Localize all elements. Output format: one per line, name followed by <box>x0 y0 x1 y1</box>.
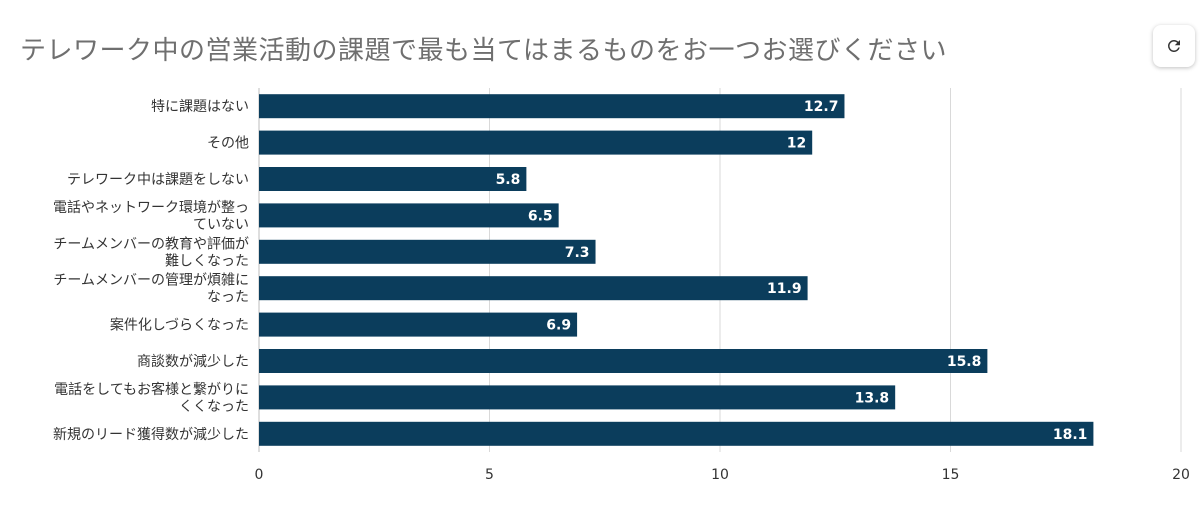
bar <box>259 203 559 228</box>
bar <box>259 130 813 155</box>
category-label: 案件化しづらくなった <box>110 317 249 334</box>
refresh-button[interactable] <box>1153 25 1195 67</box>
category-label: 特に課題はない <box>151 99 249 115</box>
bar <box>259 349 988 373</box>
data-label: 11.9 <box>767 281 802 297</box>
x-tick-label: 5 <box>485 467 494 483</box>
bar <box>259 239 596 264</box>
category-label: 電話やネットワーク環境が整っていない <box>53 199 249 233</box>
data-label: 18.1 <box>1053 427 1088 443</box>
x-tick-label: 10 <box>711 467 729 483</box>
category-label: その他 <box>207 136 249 152</box>
bar <box>259 312 578 337</box>
data-label: 6.5 <box>528 208 553 224</box>
data-label: 6.9 <box>546 318 571 334</box>
bar <box>259 167 527 191</box>
bar <box>259 276 808 301</box>
data-label: 7.3 <box>565 245 590 261</box>
bar <box>259 94 845 119</box>
data-label: 15.8 <box>947 354 982 370</box>
category-label: チームメンバーの管理が煩雑になった <box>53 273 249 306</box>
category-label: 電話をしてもお客様と繋がりにくくなった <box>54 381 249 415</box>
category-label: テレワーク中は課題をしない <box>67 172 249 188</box>
bar <box>259 385 896 410</box>
data-label: 13.8 <box>855 390 890 406</box>
bar <box>259 421 1094 446</box>
data-label: 12 <box>787 136 806 152</box>
x-tick-label: 15 <box>942 467 960 483</box>
data-label: 12.7 <box>804 99 839 115</box>
data-label: 5.8 <box>496 172 521 188</box>
chart-title: テレワーク中の営業活動の課題で最も当てはまるものをお一つお選びください <box>20 36 947 66</box>
x-tick-label: 0 <box>255 467 264 483</box>
x-tick-label: 20 <box>1172 467 1190 483</box>
category-label: チームメンバーの教育や評価が難しくなった <box>53 236 249 269</box>
category-label: 商談数が減少した <box>137 353 249 370</box>
category-label: 新規のリード獲得数が減少した <box>53 426 249 443</box>
